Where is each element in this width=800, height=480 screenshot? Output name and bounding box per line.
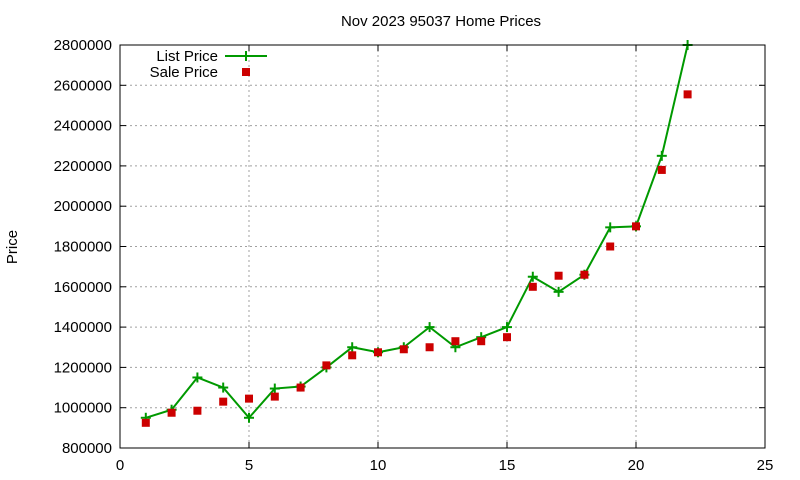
sale-price-point bbox=[322, 361, 331, 370]
sale-price-point bbox=[632, 222, 640, 231]
x-tick-label: 5 bbox=[245, 457, 253, 474]
sale-price-point bbox=[245, 394, 253, 403]
series-sale-price bbox=[141, 90, 692, 427]
sale-price-point bbox=[580, 270, 589, 279]
list-price-point bbox=[244, 412, 254, 423]
y-tick-label: 1800000 bbox=[54, 239, 112, 256]
list-price-point bbox=[347, 342, 358, 353]
list-price-point bbox=[656, 150, 667, 161]
x-tick-label: 15 bbox=[499, 457, 516, 474]
chart-title: Nov 2023 95037 Home Prices bbox=[341, 13, 541, 30]
plot-area bbox=[140, 40, 693, 427]
sale-price-point bbox=[219, 397, 228, 406]
y-tick-label: 2400000 bbox=[54, 118, 112, 135]
list-price-point bbox=[527, 271, 538, 282]
x-tick-label: 10 bbox=[370, 457, 387, 474]
sale-price-point bbox=[374, 348, 382, 357]
y-tick-label: 2600000 bbox=[54, 77, 112, 94]
sale-price-point bbox=[296, 383, 305, 392]
sale-price-point bbox=[425, 343, 434, 352]
sale-price-point bbox=[477, 337, 486, 346]
list-price-point bbox=[553, 286, 564, 297]
sale-price-point bbox=[683, 90, 692, 99]
sale-price-point bbox=[399, 345, 408, 354]
series-list-price bbox=[140, 40, 693, 423]
sale-price-point bbox=[167, 408, 176, 417]
sale-price-point bbox=[451, 337, 460, 346]
sale-price-point bbox=[348, 351, 357, 360]
sale-price-point bbox=[141, 418, 150, 427]
list-price-point bbox=[605, 222, 616, 233]
grid bbox=[120, 45, 765, 448]
sale-price-point bbox=[554, 271, 563, 280]
plot-frame bbox=[119, 44, 766, 449]
y-tick-label: 1600000 bbox=[54, 279, 112, 296]
y-axis-label: Price bbox=[4, 230, 21, 264]
sale-price-point bbox=[193, 406, 202, 415]
series-line bbox=[145, 44, 689, 420]
y-tick-label: 2800000 bbox=[54, 37, 112, 54]
y-tick-label: 1000000 bbox=[54, 400, 112, 417]
sale-price-point bbox=[270, 392, 279, 401]
y-tick-label: 800000 bbox=[62, 440, 112, 457]
sale-price-point bbox=[528, 282, 537, 291]
legend-label: Sale Price bbox=[150, 64, 218, 81]
legend-swatch-marker bbox=[242, 68, 250, 76]
axis-ticks: 800000 1000000 1200000 1400000 1600000 180000… bbox=[54, 37, 774, 474]
sale-price-point bbox=[503, 333, 511, 342]
y-tick-label: 1200000 bbox=[54, 359, 112, 376]
x-tick-label: 0 bbox=[116, 457, 124, 474]
x-tick-label: 20 bbox=[628, 457, 645, 474]
list-price-point bbox=[502, 322, 512, 333]
legend-label: List Price bbox=[156, 48, 218, 65]
x-tick-label: 25 bbox=[757, 457, 774, 474]
list-price-point bbox=[424, 322, 435, 333]
y-tick-label: 1400000 bbox=[54, 319, 112, 336]
sale-price-point bbox=[606, 242, 615, 251]
y-tick-label: 2200000 bbox=[54, 158, 112, 175]
sale-price-point bbox=[657, 165, 666, 174]
list-price-point bbox=[269, 383, 280, 394]
legend-swatch-marker bbox=[241, 51, 251, 61]
list-price-point bbox=[192, 372, 203, 383]
list-price-point bbox=[218, 382, 229, 393]
y-tick-label: 2000000 bbox=[54, 198, 112, 215]
